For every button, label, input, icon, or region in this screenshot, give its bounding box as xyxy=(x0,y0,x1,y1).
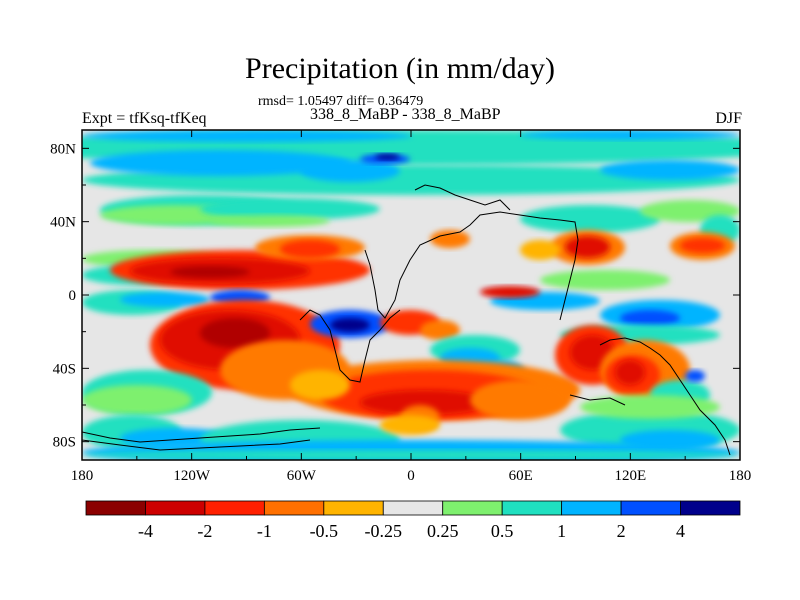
map-title: Precipitation (in mm/day) xyxy=(245,52,555,85)
colorbar-label: 0.25 xyxy=(427,521,459,541)
colorbar-swatch xyxy=(323,500,384,516)
x-axis: 180 120W 60W 0 60E 120E 180 xyxy=(71,130,752,484)
plot-area xyxy=(82,130,740,460)
y-tick-label: 40N xyxy=(50,215,76,231)
field-region-orange xyxy=(430,230,470,248)
field-region-blue xyxy=(620,310,680,326)
field-region-yellow-orange xyxy=(520,240,560,260)
colorbar-swatch xyxy=(145,500,206,516)
field-region-light-blue xyxy=(82,130,412,142)
field-region-navy xyxy=(330,318,370,332)
field-region-green xyxy=(82,385,192,415)
colorbar-swatch xyxy=(382,500,444,516)
coastline-segment xyxy=(569,394,626,406)
colorbar-swatch xyxy=(561,500,622,516)
x-tick-label: 120W xyxy=(173,468,211,484)
colorbar: -4 -2 -1 -0.5 -0.25 0.25 0.5 1 2 4 xyxy=(85,500,741,541)
colorbar-swatch xyxy=(85,500,146,516)
season-label: DJF xyxy=(715,110,742,127)
colorbar-swatch xyxy=(501,500,563,516)
field-region-red xyxy=(615,360,645,385)
y-tick-label: 80S xyxy=(53,435,76,451)
field-region-blue xyxy=(685,370,705,382)
y-axis: 80N 40N 0 40S 80S xyxy=(50,141,740,451)
colorbar-swatch xyxy=(442,500,503,516)
x-tick-label: 0 xyxy=(407,468,415,484)
field-region-light-blue xyxy=(300,160,400,182)
field-region-cyan xyxy=(520,205,660,233)
colorbar-swatch xyxy=(620,500,681,516)
field-region-yellow-orange xyxy=(380,415,440,435)
coastline-segment xyxy=(364,211,579,321)
colorbar-swatch xyxy=(263,500,325,516)
colorbar-label: 2 xyxy=(617,521,626,541)
x-tick-label: 180 xyxy=(71,468,94,484)
coastline xyxy=(82,184,731,456)
colorbar-label: 4 xyxy=(676,521,685,541)
colorbar-label: -0.5 xyxy=(310,521,339,541)
field-region-red-orange xyxy=(680,238,725,253)
coastline-segment xyxy=(82,427,321,443)
colorbar-label: 1 xyxy=(557,521,566,541)
x-tick-label: 60W xyxy=(287,468,317,484)
field-region-red xyxy=(480,286,540,298)
field-region-green xyxy=(540,270,670,290)
field-region-green xyxy=(210,215,330,227)
coastline-segment xyxy=(82,439,311,451)
experiment-label: Expt = tfKsq-tfKeq xyxy=(82,110,207,127)
colorbar-label: -1 xyxy=(257,521,272,541)
field-region-light-blue xyxy=(600,160,740,180)
x-tick-label: 120E xyxy=(614,468,646,484)
field-region-orange xyxy=(470,380,570,420)
x-tick-label: 60E xyxy=(509,468,533,484)
colorbar-label: 0.5 xyxy=(491,521,514,541)
field-region-light-blue xyxy=(120,292,210,307)
colorbar-label: -2 xyxy=(197,521,212,541)
field-region-cyan xyxy=(200,198,380,220)
x-tick-label: 180 xyxy=(729,468,752,484)
field-region-red xyxy=(565,236,610,258)
coastline-segment xyxy=(599,337,731,456)
comparison-label: 338_8_MaBP - 338_8_MaBP xyxy=(310,106,501,123)
y-tick-label: 80N xyxy=(50,141,76,157)
field-region-red xyxy=(360,390,490,415)
coastline-segment xyxy=(299,309,401,383)
field-region-red-orange xyxy=(280,240,340,258)
field-region-dark-red xyxy=(200,318,270,348)
field-region-light-blue xyxy=(90,150,350,176)
field-region-navy xyxy=(375,154,400,160)
colorbar-label: -0.25 xyxy=(365,521,403,541)
field-region-orange xyxy=(420,320,460,340)
colorbar-swatch xyxy=(204,500,265,516)
colorbar-swatch xyxy=(680,500,741,516)
rmsd-diff-stats: rmsd= 1.05497 diff= 0.36479 xyxy=(258,94,424,109)
coastline-segment xyxy=(414,184,511,211)
field-region-dark-red xyxy=(170,266,250,278)
field-region-yellow-orange xyxy=(290,370,350,400)
y-tick-label: 0 xyxy=(69,288,77,304)
colorbar-label: -4 xyxy=(138,521,153,541)
y-tick-label: 40S xyxy=(53,361,76,377)
field-region-green xyxy=(580,395,720,419)
